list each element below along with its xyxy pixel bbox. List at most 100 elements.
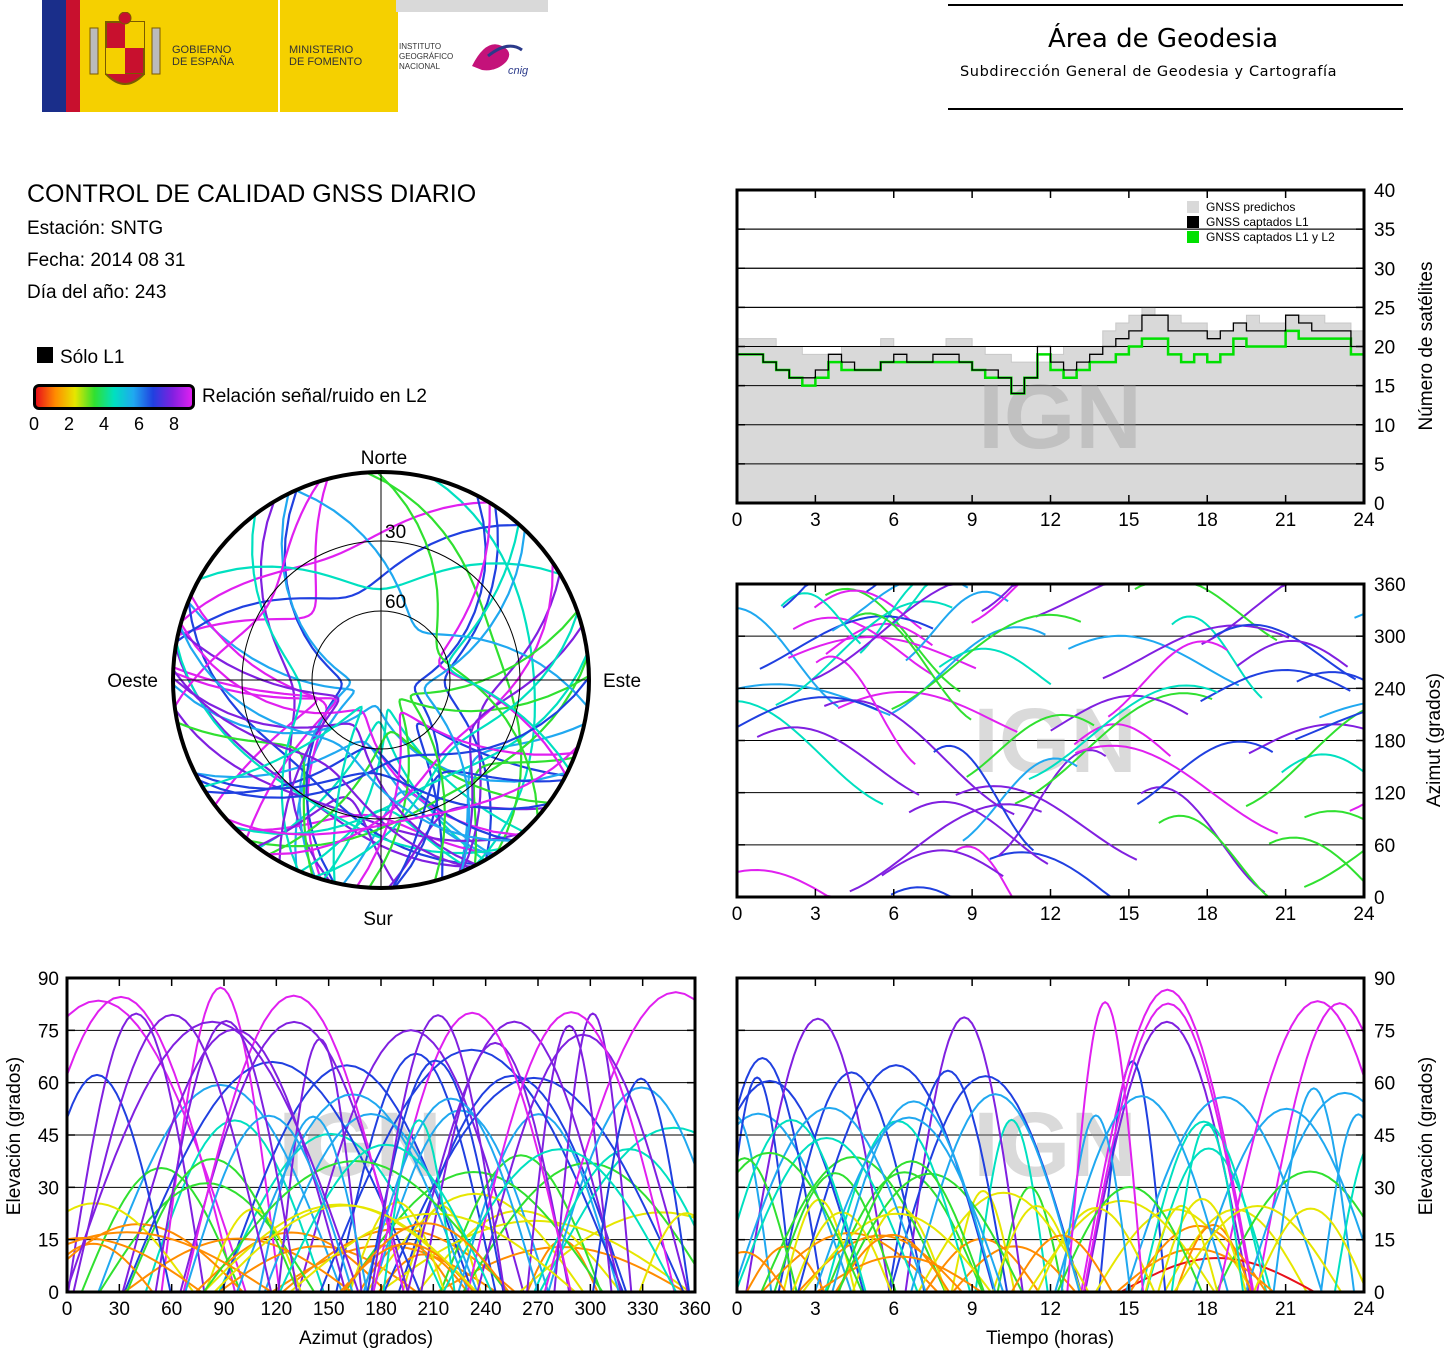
skyplot-chart: Norte Sur Este Oeste 30 60	[107, 448, 641, 930]
azimuth-track	[1074, 744, 1279, 835]
y-tick-label: 75	[1374, 1021, 1395, 1042]
azimuth-track	[837, 690, 1018, 733]
day-of-year-label: Día del año: 243	[27, 282, 167, 303]
x-tick-label: 24	[1353, 510, 1375, 531]
l1-only-swatch	[37, 347, 53, 363]
elevation-track	[1157, 1197, 1248, 1292]
elevation-track	[144, 1119, 325, 1292]
x-tick-label: 18	[1197, 904, 1218, 925]
elevation-track	[154, 1019, 298, 1292]
x-tick-label: 24	[1353, 904, 1375, 925]
y-tick-label: 15	[38, 1231, 59, 1252]
elevation-track	[258, 1115, 369, 1292]
azimuth-track	[775, 600, 953, 706]
azimuth-track	[1067, 634, 1240, 687]
elevation-track	[737, 1157, 798, 1292]
azimuth-track	[891, 613, 1082, 711]
x-tick-label: 210	[417, 1299, 449, 1320]
azimuth-track	[737, 868, 876, 897]
elevation-track	[278, 1143, 493, 1292]
elevation-azimuth-tracks	[67, 986, 695, 1292]
elevation-track	[837, 1160, 985, 1292]
x-tick-label: 90	[213, 1299, 234, 1320]
y-tick-label: 0	[1374, 888, 1385, 909]
sky-track	[267, 730, 550, 856]
y-axis-label: Elevación (grados)	[4, 1057, 25, 1215]
elevation-track	[123, 1060, 421, 1292]
elevation-track	[382, 1119, 456, 1292]
azimuth-track	[756, 726, 920, 796]
azimuth-track	[1304, 810, 1364, 821]
azimuth-track	[1035, 584, 1238, 618]
y-tick-label: 0	[1374, 494, 1385, 515]
y-tick-label: 30	[1374, 1178, 1395, 1199]
y-tick-label: 120	[1374, 784, 1406, 805]
sky-track	[173, 669, 472, 869]
x-tick-label: 21	[1275, 1299, 1296, 1320]
azimuth-track	[981, 584, 1127, 613]
sky-track	[295, 489, 589, 708]
azimuth-track	[811, 584, 1017, 681]
sky-track	[472, 756, 575, 866]
y-tick-label: 60	[1374, 836, 1395, 857]
azimuth-track	[953, 845, 1054, 897]
sky-track	[194, 771, 549, 811]
y-tick-label: 30	[1374, 259, 1395, 280]
x-tick-label: 300	[574, 1299, 606, 1320]
x-tick-label: 0	[732, 904, 743, 925]
elevation-track	[547, 1086, 695, 1292]
elevation-track	[362, 1097, 539, 1292]
skyplot-ring-label-30: 30	[385, 522, 406, 543]
sky-track	[322, 708, 524, 881]
azimuth-track	[1136, 740, 1274, 805]
x-axis-label: Azimut (grados)	[299, 1328, 433, 1349]
sky-track	[409, 610, 579, 882]
elevation-track	[289, 1212, 576, 1292]
y-tick-label: 25	[1374, 298, 1395, 319]
ministerio-text-1: MINISTERIO	[289, 44, 354, 56]
x-tick-label: 240	[470, 1299, 502, 1320]
cnig-logo-icon: cnig	[472, 44, 529, 77]
elevation-track	[760, 1155, 947, 1292]
azimuth-track	[1102, 624, 1290, 680]
x-tick-label: 3	[810, 1299, 821, 1320]
azimuth-track	[859, 584, 951, 654]
elevation-track	[67, 1073, 172, 1292]
elevation-track	[519, 1211, 695, 1292]
elevation-time-tracks	[737, 988, 1364, 1292]
elevation-track	[67, 1242, 154, 1292]
sky-track	[198, 676, 589, 799]
sky-track	[365, 472, 523, 854]
elevation-track	[801, 1212, 992, 1292]
elevation-track	[67, 1012, 206, 1292]
elevation-track	[420, 1041, 571, 1292]
y-tick-label: 180	[1374, 732, 1406, 753]
azimuth-track	[737, 700, 884, 806]
azimuth-track	[815, 655, 916, 766]
y-tick-label: 300	[1374, 627, 1406, 648]
x-tick-label: 21	[1275, 510, 1296, 531]
sky-track	[177, 478, 329, 637]
sky-track	[461, 573, 561, 872]
elevation-track	[1140, 1120, 1268, 1292]
x-tick-label: 12	[1040, 510, 1061, 531]
elevation-track	[737, 1079, 865, 1292]
elevation-track	[67, 1231, 273, 1292]
elevation-track	[1192, 1107, 1364, 1292]
elevation-track	[1010, 1234, 1113, 1292]
elevation-track	[1256, 1002, 1364, 1292]
l1-only-label: Sólo L1	[60, 347, 125, 368]
elevation-track	[365, 1192, 585, 1292]
x-tick-label: 18	[1197, 1299, 1218, 1320]
y-tick-label: 40	[1374, 181, 1395, 202]
x-tick-label: 360	[679, 1299, 711, 1320]
elevation-track	[1215, 1170, 1364, 1292]
y-axis-label: Azimut (grados)	[1424, 673, 1445, 807]
azimuth-track	[1281, 753, 1364, 774]
y-tick-label: 75	[38, 1021, 59, 1042]
elevation-track	[1080, 988, 1255, 1292]
elevation-track	[737, 1118, 867, 1292]
legend-label: GNSS captados L1 y L2	[1206, 230, 1335, 244]
